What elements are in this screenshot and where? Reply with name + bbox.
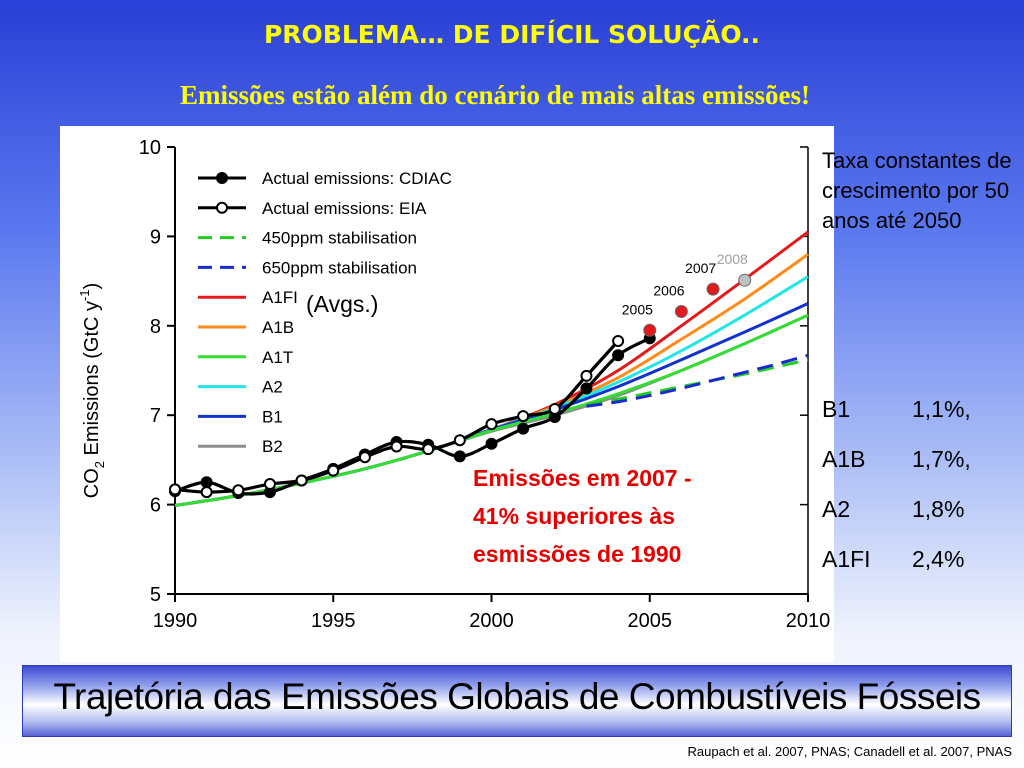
- y-tick-label: 8: [150, 316, 161, 338]
- series-point-1: [548, 402, 561, 415]
- legend-label: B2: [262, 437, 283, 456]
- rate-name: B1: [822, 396, 851, 422]
- series-point-1: [580, 369, 593, 382]
- rate-value: 1,7%,: [912, 446, 971, 472]
- y-tick-label: 10: [139, 137, 161, 159]
- legend-marker: [216, 201, 228, 214]
- highlight-point-label: 2006: [653, 282, 684, 298]
- series-line-3: [586, 353, 809, 408]
- series-point-1: [517, 410, 530, 423]
- legend-label: Actual emissions: EIA: [262, 199, 427, 218]
- legend-label: A1T: [262, 348, 293, 367]
- legend-label: A1B: [262, 318, 294, 337]
- y-tick-label: 9: [150, 226, 161, 248]
- highlight-point: [738, 273, 752, 287]
- highlight-point: [706, 282, 720, 296]
- series-point-0: [200, 476, 213, 489]
- series-point-1: [390, 440, 403, 453]
- series-point-1: [200, 486, 213, 499]
- series-point-1: [232, 484, 245, 497]
- highlight-point: [674, 304, 688, 318]
- emissions-chart: 5 6 7 8 9 10 1990 1995 2000 2005 2010 CO2 Emissions…: [77, 137, 831, 632]
- slide-title: PROBLEMA… DE DIFÍCIL SOLUÇÃO..: [263, 20, 761, 49]
- rate-row-a2: A2 1,8%: [822, 484, 1022, 534]
- y-tick-label: 7: [150, 405, 161, 427]
- x-tick-label: 2010: [786, 610, 831, 632]
- legend-label: B1: [262, 407, 283, 426]
- series-point-1: [453, 434, 466, 447]
- legend-label: A2: [262, 378, 283, 397]
- y-tick-label: 5: [150, 584, 161, 606]
- series-point-0: [453, 450, 466, 463]
- rate-value: 2,4%: [912, 546, 965, 572]
- rate-name: A1FI: [822, 546, 871, 572]
- highlight-point-label: 2007: [685, 260, 716, 276]
- series-point-0: [517, 422, 530, 435]
- series-point-0: [580, 382, 593, 395]
- rate-value: 1,8%: [912, 496, 965, 522]
- series-point-1: [295, 474, 308, 487]
- highlight-point: [643, 323, 657, 337]
- rate-name: A1B: [822, 446, 866, 472]
- slide-subtitle: Emissões estão além do cenário de mais a…: [180, 80, 810, 110]
- side-note: Taxa constantes de crescimento por 50 an…: [822, 148, 1012, 233]
- series-point-1: [263, 478, 276, 491]
- series-point-1: [612, 334, 625, 347]
- rate-value: 1,1%,: [912, 396, 971, 422]
- rate-row-a1b: A1B 1,7%,: [822, 434, 1022, 484]
- source-citation: Raupach et al. 2007, PNAS; Canadell et a…: [687, 744, 1012, 759]
- x-tick-label: 1995: [311, 610, 356, 632]
- rate-row-b1: B1 1,1%,: [822, 384, 1022, 434]
- chart-panel: 5 6 7 8 9 10 1990 1995 2000 2005 2010 CO2 Emissions…: [60, 126, 834, 662]
- legend-note: (Avgs.): [306, 291, 378, 317]
- banner: Trajetória das Emissões Globais de Combu…: [22, 665, 1012, 737]
- series-point-1: [169, 483, 181, 496]
- rate-name: A2: [822, 496, 851, 522]
- highlight-point-label: 2005: [622, 301, 653, 317]
- legend-label: A1FI: [262, 288, 298, 307]
- annotation-text: Emissões em 2007 -41% superiores às esmis…: [473, 465, 692, 567]
- y-axis-label: CO2 Emissions (GtC y-1): [77, 283, 107, 499]
- series-point-0: [612, 349, 625, 362]
- series-point-1: [485, 418, 498, 431]
- legend-label: 450ppm stabilisation: [262, 229, 417, 248]
- series-point-0: [485, 437, 498, 450]
- growth-rates-list: B1 1,1%, A1B 1,7%, A2 1,8% A1FI 2,4%: [822, 384, 1022, 584]
- highlight-point-label: 2008: [717, 251, 748, 267]
- x-tick-label: 2000: [469, 610, 514, 632]
- legend-label: 650ppm stabilisation: [262, 258, 417, 277]
- series-point-1: [422, 443, 435, 456]
- x-tick-label: 1990: [153, 610, 198, 632]
- y-tick-label: 6: [150, 495, 161, 517]
- x-tick-label: 2005: [628, 610, 673, 632]
- legend-marker: [216, 172, 228, 184]
- series-point-1: [327, 464, 340, 477]
- rate-row-a1fi: A1FI 2,4%: [822, 534, 1022, 584]
- series-line-0: [174, 336, 651, 496]
- legend-label: Actual emissions: CDIAC: [262, 169, 452, 188]
- banner-text: Trajetória das Emissões Globais de Combu…: [53, 676, 981, 717]
- series-point-1: [358, 451, 371, 464]
